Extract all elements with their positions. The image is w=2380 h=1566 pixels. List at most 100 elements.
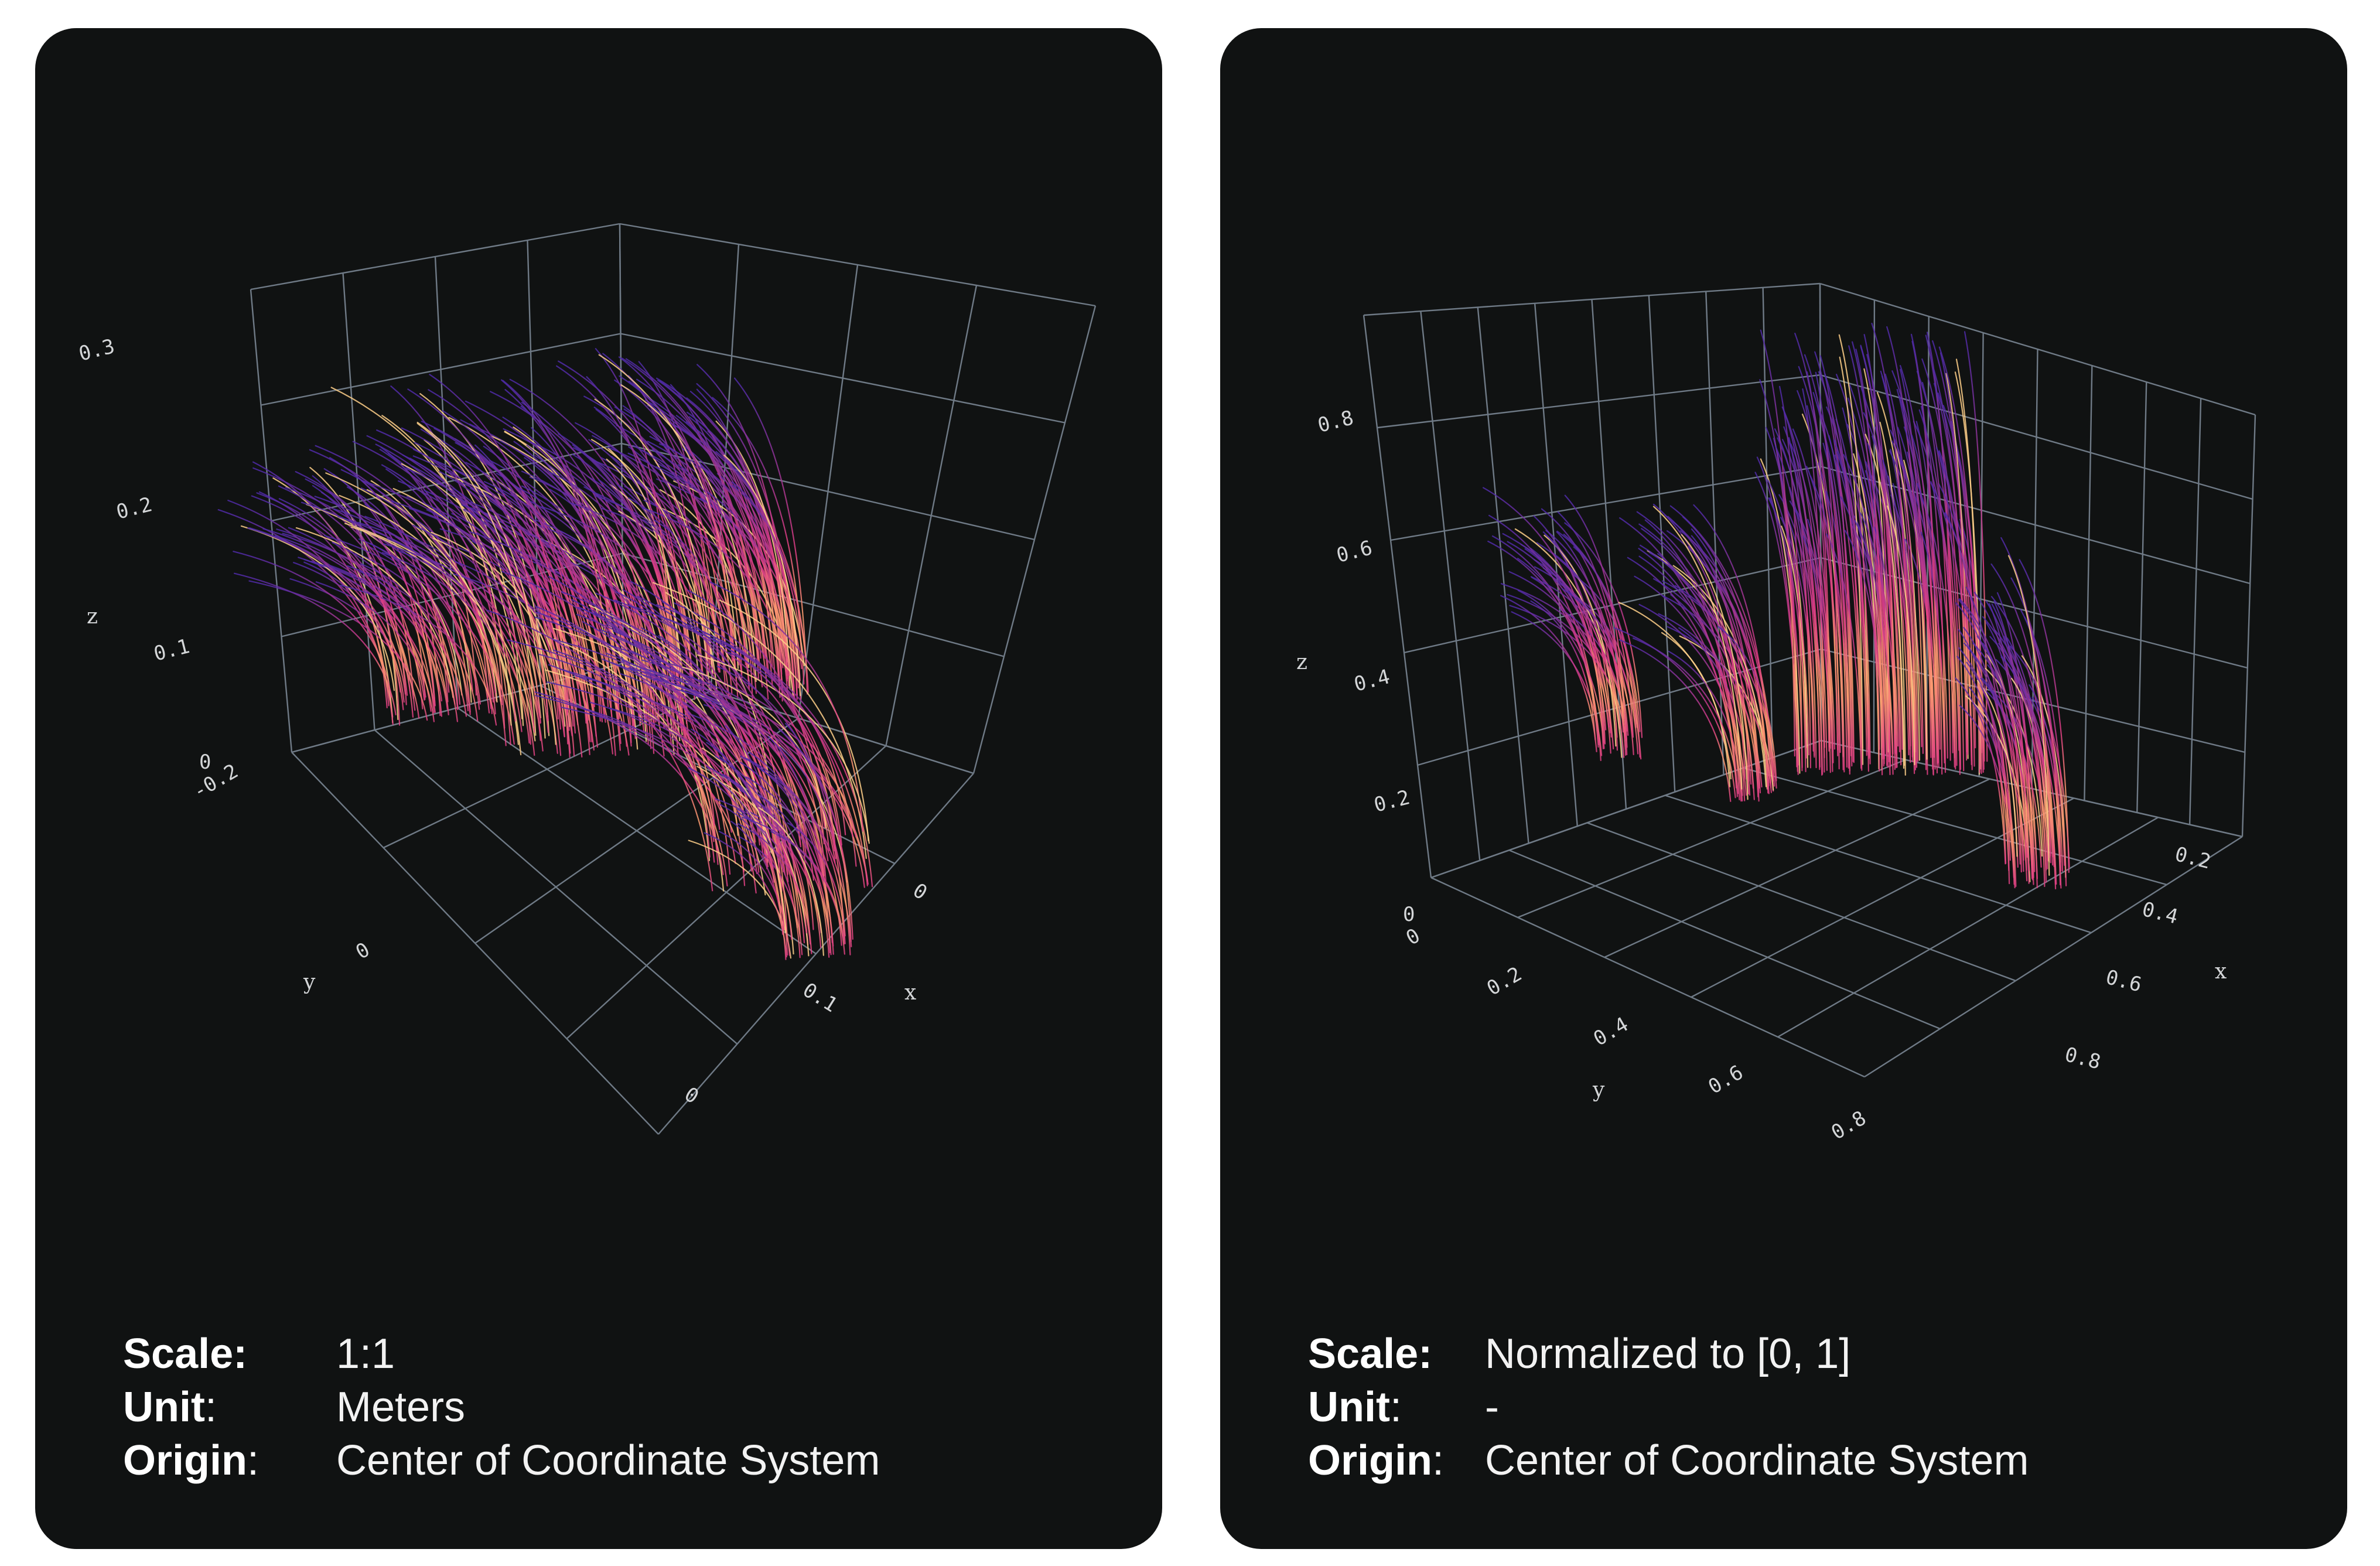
strand-line [1900, 365, 1938, 765]
strand-line [364, 516, 544, 752]
strand-line [535, 695, 745, 872]
strand-line [1822, 442, 1850, 775]
strand-line [1920, 531, 1946, 760]
strand-line [609, 483, 701, 697]
x-tick-0: 0 [909, 879, 931, 905]
strand-line [386, 537, 530, 744]
origin-value: Center of Coordinate System [336, 1437, 880, 1484]
wall-grid-line [619, 223, 1096, 307]
strand-line [1842, 466, 1885, 765]
y-tick-0: 0 [352, 938, 374, 964]
strand-cloud [1483, 322, 2070, 890]
strand-line [1788, 437, 1811, 769]
strand-line [2024, 616, 2067, 886]
strand-line [541, 506, 692, 679]
axis-tick-labels: 0.8 0.6 0.4 0.2 0 z 0 0.2 0.4 0.6 0.8 y … [1296, 406, 2227, 1145]
wall-grid-line [1363, 282, 1821, 316]
strand-line [1828, 435, 1855, 763]
strand-line [1483, 487, 1604, 731]
strand-line [233, 551, 392, 698]
strand-line [595, 348, 671, 657]
y-tick-0.8: 0.8 [1828, 1106, 1870, 1144]
unit-value: Meters [336, 1384, 466, 1431]
strand-line [340, 469, 507, 746]
strand-line [460, 419, 636, 739]
floor-grid-line [1777, 817, 2159, 1038]
scale-key: Scale: [123, 1330, 248, 1377]
strand-line [504, 431, 675, 755]
strand-line [248, 580, 428, 721]
y-axis-label: y [1592, 1078, 1605, 1102]
wall-grid-line [1648, 295, 1676, 792]
strand-line [1487, 540, 1600, 743]
strand-line [1544, 534, 1617, 747]
floor-grid-line [1864, 835, 2243, 1078]
unit-row: Unit: - [1308, 1381, 2029, 1434]
wall-grid-line [1390, 465, 1821, 541]
strand-cloud [217, 348, 873, 960]
strand-line [1958, 647, 2011, 861]
strand-line [1865, 434, 1905, 766]
strand-line [276, 528, 442, 702]
x-tick-0.2: 0.2 [2173, 842, 2213, 874]
strand-line [682, 666, 827, 828]
strand-line [1777, 437, 1824, 775]
strand-line [1956, 656, 2010, 871]
strand-line [706, 766, 805, 943]
x-tick-0.8: 0.8 [2063, 1043, 2103, 1074]
strand-line [1691, 535, 1750, 782]
scale-value: 1:1 [336, 1330, 395, 1377]
strand-line [439, 470, 576, 734]
strand-line [561, 668, 775, 883]
strand-line [453, 468, 632, 747]
strand-line [385, 468, 493, 714]
strand-line [701, 748, 787, 933]
z-tick-0.1: 0.1 [152, 634, 192, 666]
strand-line [1514, 528, 1623, 758]
strand-line [1884, 373, 1919, 762]
wall-grid-line [1820, 557, 2248, 669]
plot-3d-meters[interactable]: 0.3 0.2 0.1 0 z -0.2 0 y 0 0.1 0 x [35, 28, 1162, 1212]
strand-line [289, 578, 420, 719]
z-tick-0.4: 0.4 [1352, 665, 1392, 697]
strand-line [1988, 603, 2022, 873]
strand-line [316, 562, 448, 710]
strand-line [1667, 516, 1759, 797]
strand-line [1933, 383, 1968, 752]
strand-line [1561, 588, 1639, 755]
strand-line [424, 490, 598, 748]
strand-line [412, 448, 568, 716]
strand-line [607, 644, 807, 855]
strand-line [1530, 576, 1633, 735]
strand-line [615, 591, 780, 868]
strand-line [740, 762, 830, 958]
strand-line [1913, 421, 1960, 751]
strand-line [1564, 494, 1627, 740]
strand-line [718, 599, 869, 842]
strand-line [641, 659, 836, 864]
strand-line [1507, 541, 1614, 750]
strand-line [1508, 571, 1610, 728]
strand-line [240, 525, 395, 691]
strand-line [1781, 406, 1828, 771]
strand-line [682, 444, 766, 659]
strand-line [534, 691, 724, 875]
strand-line [333, 508, 523, 732]
origin-row: Origin: Center of Coordinate System [1308, 1434, 2029, 1487]
x-axis-label: x [904, 981, 916, 1005]
wall-grid-line [2188, 398, 2202, 825]
strand-line [1976, 680, 2018, 857]
strand-line [719, 804, 793, 940]
z-tick-0: 0 [199, 750, 211, 774]
strand-line [412, 524, 549, 733]
wall-grid-line [261, 333, 621, 406]
strand-line [1649, 552, 1761, 794]
strand-line [1668, 650, 1743, 802]
strand-line [1865, 470, 1890, 749]
strand-line [1564, 522, 1643, 738]
strand-line [1990, 563, 2057, 885]
strand-line [420, 428, 565, 738]
floor-grid-line [1586, 822, 2016, 982]
strand-line [1765, 427, 1807, 773]
plot-3d-normalized[interactable]: 0.8 0.6 0.4 0.2 0 z 0 0.2 0.4 0.6 0.8 y … [1220, 28, 2347, 1212]
